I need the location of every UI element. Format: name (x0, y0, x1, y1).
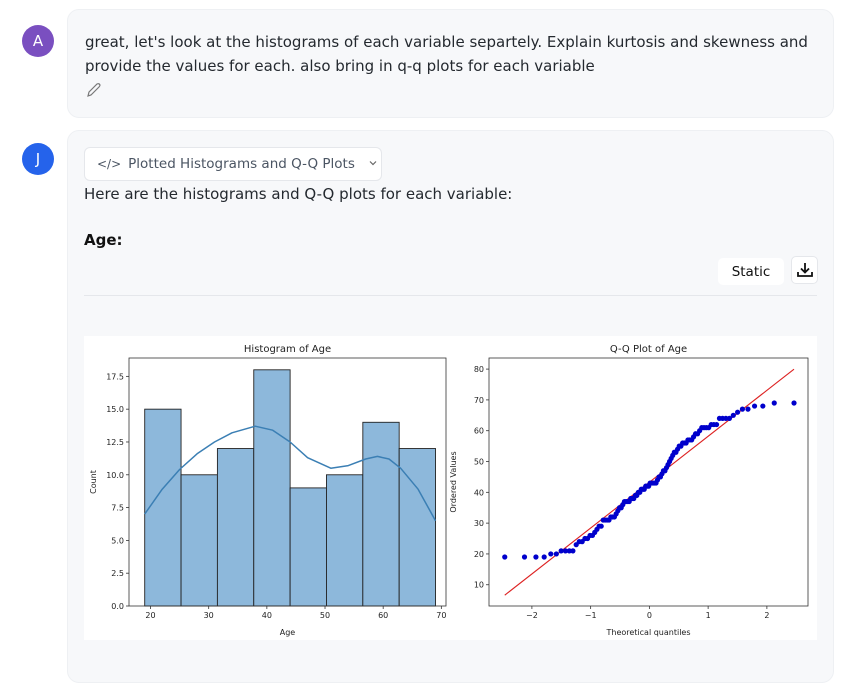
x-tick-label: 20 (145, 611, 155, 620)
intro-text: Here are the histograms and Q-Q plots fo… (84, 185, 513, 203)
y-tick-label: 2.5 (111, 569, 124, 578)
x-axis-label: Theoretical quantiles (605, 628, 690, 637)
histogram-bar (253, 369, 291, 607)
y-tick-label: 70 (474, 396, 484, 405)
qq-point (713, 421, 720, 428)
qq-point (739, 406, 746, 412)
x-tick-label: 40 (262, 611, 272, 620)
chart-title: Histogram of Age (244, 344, 331, 355)
x-tick-label: 30 (204, 611, 214, 620)
x-tick-label: 2 (764, 611, 769, 620)
y-tick-label: 60 (474, 427, 484, 436)
pencil-icon[interactable] (85, 81, 103, 99)
histogram-chart: Histogram of Age Age Count 20 30 40 50 60 70 0.0 2… (89, 344, 447, 637)
qq-point (723, 415, 729, 421)
user-message-text: great, let's look at the histograms of e… (85, 33, 808, 75)
qq-point (562, 548, 569, 554)
y-tick-label: 15.0 (106, 405, 124, 414)
qq-point (570, 548, 576, 554)
x-axis-label: Age (280, 628, 296, 637)
axes-frame (488, 357, 809, 607)
qq-point (771, 400, 777, 406)
qq-point (566, 548, 572, 554)
qq-point (726, 415, 733, 421)
histogram-bar (216, 448, 255, 607)
qq-plot-chart: Q-Q Plot of Age Theoretical quantiles Orde… (450, 344, 809, 637)
code-toggle-label: Plotted Histograms and Q-Q Plots (128, 156, 355, 172)
qq-point (760, 403, 766, 409)
qq-point (745, 406, 751, 412)
qq-point (730, 412, 736, 418)
y-tick-label: 0.0 (111, 602, 124, 611)
qq-point (502, 554, 508, 560)
qq-point (735, 409, 741, 415)
y-tick-label: 80 (474, 365, 484, 374)
histogram-bar (362, 421, 400, 607)
qq-point (751, 403, 758, 409)
axes-frame (128, 357, 447, 607)
x-tick-label: 1 (706, 611, 711, 620)
assistant-avatar: J (22, 143, 54, 175)
qq-point (521, 554, 528, 560)
histogram-bar (289, 487, 327, 607)
qq-point (541, 554, 547, 560)
code-icon: </> (97, 157, 122, 171)
qq-point (598, 523, 604, 529)
assistant-message-card: </> Plotted Histograms and Q-Q Plots Her… (67, 130, 834, 683)
y-tick-label: 10.0 (106, 471, 124, 480)
histogram-bar (180, 474, 218, 607)
y-tick-label: 12.5 (106, 438, 124, 447)
x-tick-label: 70 (436, 611, 446, 620)
x-tick-label: 60 (378, 611, 388, 620)
section-heading: Age: (84, 231, 123, 249)
qq-point (791, 400, 797, 406)
y-axis-label: Ordered Values (450, 451, 458, 512)
x-tick-label: 50 (320, 611, 330, 620)
qq-point (553, 551, 559, 557)
histogram-bar (144, 408, 182, 607)
y-tick-label: 30 (474, 519, 484, 528)
download-button[interactable] (791, 256, 818, 284)
x-tick-label: −2 (526, 611, 538, 620)
y-axis-label: Count (89, 470, 98, 494)
chevron-down-icon (368, 156, 378, 172)
y-tick-label: 17.5 (106, 372, 124, 381)
chart-title: Q-Q Plot of Age (610, 344, 687, 355)
x-tick-label: −1 (585, 611, 597, 620)
download-icon (796, 263, 813, 277)
y-tick-label: 40 (474, 488, 484, 497)
qq-point (558, 548, 564, 554)
y-tick-label: 5.0 (111, 536, 124, 545)
qq-point (548, 551, 554, 557)
plot-image: Histogram of Age Age Count 20 30 40 50 60 70 0.0 2… (84, 336, 817, 640)
kde-line (144, 425, 437, 522)
user-avatar: A (22, 25, 54, 57)
y-tick-label: 50 (474, 458, 484, 467)
x-tick-label: 0 (647, 611, 652, 620)
user-message-card: great, let's look at the histograms of e… (67, 9, 834, 118)
y-tick-label: 20 (474, 550, 484, 559)
static-toggle-button[interactable]: Static (718, 258, 784, 285)
divider (84, 295, 817, 296)
y-tick-label: 7.5 (111, 504, 124, 513)
code-toggle-button[interactable]: </> Plotted Histograms and Q-Q Plots (84, 147, 382, 181)
histogram-bar (326, 474, 364, 607)
qq-point (533, 554, 539, 560)
y-tick-label: 10 (474, 581, 484, 590)
